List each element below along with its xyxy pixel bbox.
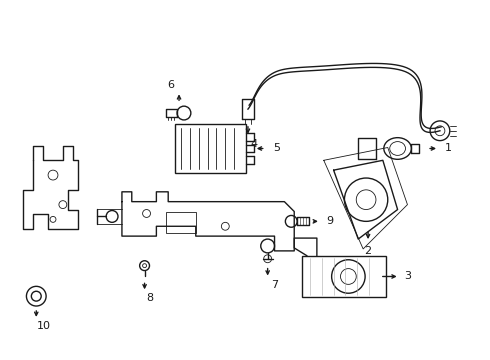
Text: 1: 1	[445, 144, 452, 153]
Text: 9: 9	[327, 216, 334, 226]
Text: 2: 2	[365, 246, 371, 256]
Text: 6: 6	[167, 81, 174, 90]
Text: 8: 8	[147, 293, 154, 303]
Text: 10: 10	[37, 321, 51, 331]
Text: 3: 3	[405, 271, 412, 282]
Text: 5: 5	[273, 144, 281, 153]
Text: 4: 4	[251, 139, 258, 149]
Text: 7: 7	[270, 280, 278, 291]
